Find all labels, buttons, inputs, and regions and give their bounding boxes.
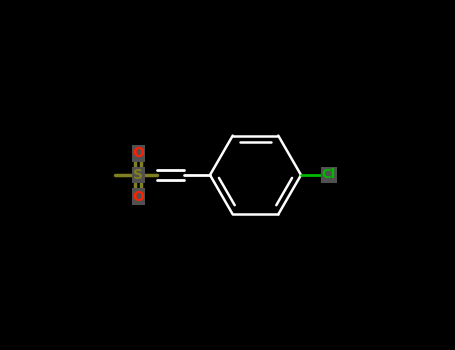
Text: O: O — [132, 190, 144, 204]
Text: Cl: Cl — [322, 168, 336, 182]
FancyBboxPatch shape — [131, 188, 145, 205]
Text: O: O — [132, 146, 144, 160]
FancyBboxPatch shape — [131, 167, 145, 183]
Text: S: S — [133, 168, 143, 182]
FancyBboxPatch shape — [131, 145, 145, 162]
FancyBboxPatch shape — [321, 167, 337, 183]
